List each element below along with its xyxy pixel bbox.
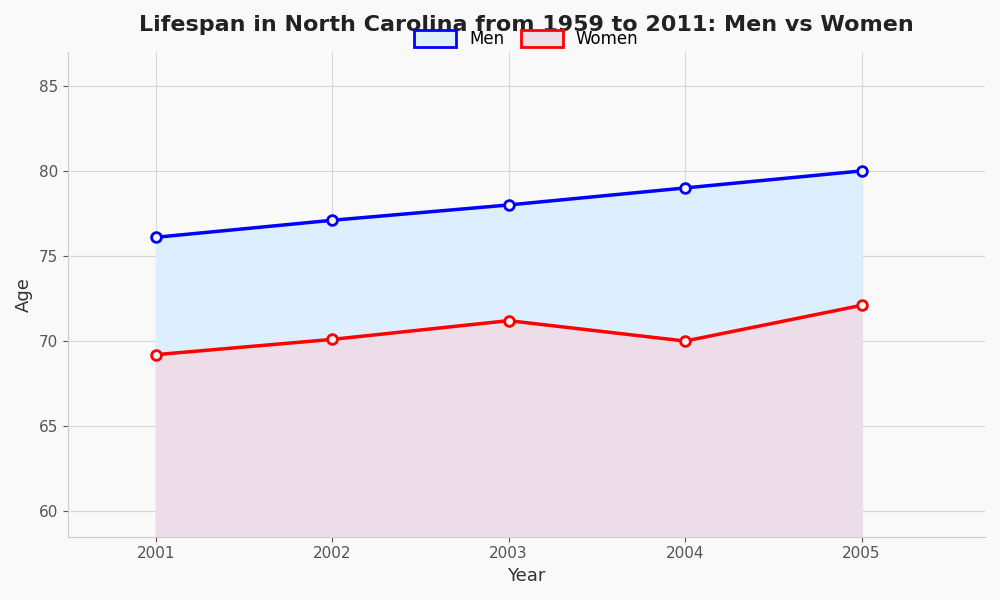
Y-axis label: Age: Age: [15, 277, 33, 312]
X-axis label: Year: Year: [507, 567, 546, 585]
Legend: Men, Women: Men, Women: [406, 22, 647, 56]
Title: Lifespan in North Carolina from 1959 to 2011: Men vs Women: Lifespan in North Carolina from 1959 to …: [139, 15, 914, 35]
